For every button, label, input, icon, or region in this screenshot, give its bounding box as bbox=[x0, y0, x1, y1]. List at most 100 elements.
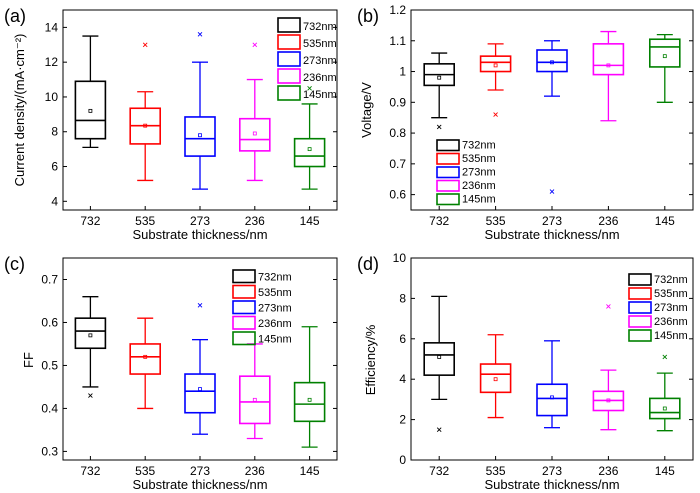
x-tick-label: 535 bbox=[135, 214, 155, 228]
y-tick-label: 0.7 bbox=[389, 157, 406, 171]
y-axis-title: Voltage/V bbox=[359, 82, 374, 138]
y-tick-label: 10 bbox=[45, 90, 59, 104]
y-tick-label: 4 bbox=[51, 194, 58, 208]
y-axis-title: Efficiency/% bbox=[363, 324, 378, 395]
legend-label: 273nm bbox=[303, 55, 337, 67]
mean-marker bbox=[437, 355, 442, 359]
box-732 bbox=[423, 295, 456, 433]
x-tick-label: 273 bbox=[542, 464, 562, 478]
box-145 bbox=[293, 326, 326, 448]
mean-marker bbox=[307, 397, 312, 402]
mean-marker bbox=[437, 75, 442, 80]
legend-swatch bbox=[628, 273, 652, 286]
legend-swatch bbox=[277, 85, 301, 101]
box-iqr bbox=[648, 38, 681, 68]
x-tick-label: 145 bbox=[655, 464, 675, 478]
x-axis-title: Substrate thickness/nm bbox=[484, 227, 619, 242]
legend-swatch bbox=[232, 284, 256, 299]
legend-label: 145nm bbox=[654, 330, 688, 342]
outlier-marker bbox=[606, 304, 611, 309]
outlier-marker bbox=[662, 354, 668, 360]
box-273 bbox=[536, 40, 568, 194]
box-iqr bbox=[239, 117, 271, 152]
outlier-marker bbox=[436, 124, 442, 130]
box-145 bbox=[648, 33, 681, 103]
legend-label: 236nm bbox=[303, 72, 337, 84]
x-tick-label: 732 bbox=[80, 214, 100, 228]
y-tick-label: 6 bbox=[51, 160, 58, 174]
x-tick-label: 236 bbox=[245, 464, 265, 478]
x-tick-label: 236 bbox=[598, 214, 618, 228]
box-iqr bbox=[74, 80, 107, 140]
box-iqr bbox=[129, 343, 161, 375]
legend-swatch bbox=[628, 315, 652, 328]
x-tick-label: 273 bbox=[190, 214, 210, 228]
legend-label: 732nm bbox=[654, 274, 688, 286]
x-tick-label: 145 bbox=[300, 464, 320, 478]
outlier-marker bbox=[197, 32, 203, 37]
box-iqr bbox=[536, 383, 568, 417]
y-tick-label: 1.2 bbox=[389, 3, 406, 17]
y-tick-label: 0.7 bbox=[41, 272, 58, 286]
mean-marker bbox=[198, 133, 202, 138]
x-axis-title: Substrate thickness/nm bbox=[484, 477, 619, 492]
y-tick-label: 0 bbox=[399, 453, 406, 467]
outlier-marker bbox=[436, 427, 442, 433]
mean-marker bbox=[307, 147, 312, 152]
y-tick-label: 0.8 bbox=[389, 126, 406, 140]
x-tick-label: 236 bbox=[245, 214, 265, 228]
mean-marker bbox=[550, 60, 554, 65]
panel-a: (a) 4 6 8 10 12 14 732 535 273 236 145 Substrate thi… bbox=[4, 6, 338, 242]
legend-label: 732nm bbox=[462, 140, 496, 152]
y-tick-label: 14 bbox=[45, 20, 59, 34]
legend-label: 236nm bbox=[462, 180, 496, 192]
mean-marker bbox=[606, 63, 611, 68]
box-iqr bbox=[648, 397, 681, 420]
box-535 bbox=[129, 317, 161, 410]
panel-label: (c) bbox=[4, 254, 25, 274]
legend-label: 145nm bbox=[303, 89, 337, 101]
legend-label: 145nm bbox=[462, 194, 496, 206]
panel-c: (c) 0.3 0.4 0.5 0.6 0.7 732 535 273 236 145 Substra… bbox=[4, 254, 338, 492]
box-iqr bbox=[74, 317, 107, 350]
box-iqr bbox=[592, 43, 625, 76]
legend-swatch bbox=[232, 269, 256, 284]
legend-swatch bbox=[277, 51, 301, 67]
box-535 bbox=[129, 42, 161, 182]
legend-label: 273nm bbox=[462, 167, 496, 179]
legend-label: 236nm bbox=[654, 316, 688, 328]
outlier-marker bbox=[197, 302, 203, 308]
x-tick-label: 236 bbox=[598, 464, 618, 478]
legend-swatch bbox=[277, 68, 301, 84]
panel-label: (d) bbox=[357, 254, 379, 274]
box-236 bbox=[239, 42, 271, 182]
y-tick-label: 8 bbox=[51, 125, 58, 139]
outlier-marker bbox=[307, 85, 312, 91]
legend-swatch bbox=[628, 329, 652, 342]
outlier-marker bbox=[252, 42, 258, 48]
x-tick-label: 535 bbox=[486, 464, 506, 478]
legend-label: 145nm bbox=[258, 334, 292, 346]
x-axis-title: Substrate thickness/nm bbox=[132, 227, 267, 242]
mean-marker bbox=[662, 406, 667, 411]
y-axis-title: Current density/(mA·cm⁻²) bbox=[12, 34, 27, 187]
mean-marker bbox=[493, 377, 498, 382]
panel-b: (b) 0.6 0.7 0.8 0.9 1 1.1 1.2 732 535 273 236 145 Sub… bbox=[357, 3, 694, 242]
legend-swatch bbox=[277, 34, 301, 50]
mean-marker bbox=[662, 54, 667, 59]
legend-swatch bbox=[436, 166, 460, 179]
legend-label: 732nm bbox=[303, 21, 337, 33]
legend-label: 535nm bbox=[462, 153, 496, 165]
panel-label: (a) bbox=[4, 6, 26, 26]
mean-marker bbox=[198, 387, 202, 391]
outlier-marker bbox=[88, 393, 93, 398]
box-iqr bbox=[536, 49, 568, 73]
x-axis-title: Substrate thickness/nm bbox=[132, 477, 267, 492]
box-273 bbox=[536, 340, 568, 429]
legend-swatch bbox=[436, 139, 460, 152]
x-tick-label: 273 bbox=[190, 464, 210, 478]
